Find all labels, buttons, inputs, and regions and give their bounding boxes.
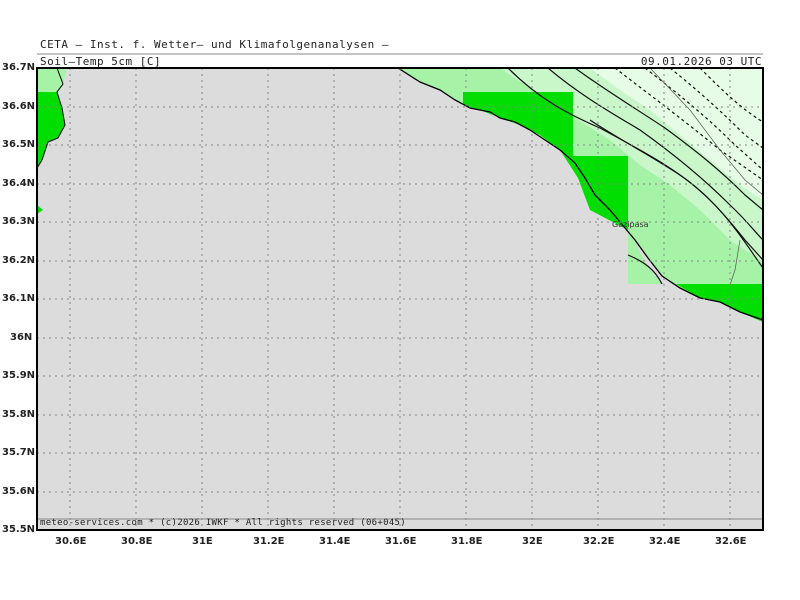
lat-label: 35.5N: [2, 524, 36, 535]
variable-label: Soil–Temp_5cm [C]: [40, 55, 162, 68]
lat-label: 36N: [10, 332, 33, 343]
pale-green-zone: [590, 68, 763, 200]
lat-label: 35.9N: [2, 370, 36, 381]
lat-label: 36.4N: [2, 178, 36, 189]
coastline: [397, 68, 763, 321]
copyright-footer: meteo-services.com * (c)2026 IWKF * All …: [40, 518, 406, 528]
institute-title: CETA – Inst. f. Wetter– und Klimafolgena…: [40, 38, 390, 51]
lat-label: 36.7N: [2, 62, 36, 73]
light-cell-top: [463, 68, 500, 92]
lon-label: 32.6E: [715, 536, 747, 547]
datetime-label: 09.01.2026 03 UTC: [640, 55, 762, 68]
lon-label: 31.6E: [385, 536, 417, 547]
west-land: [37, 92, 65, 168]
lat-label: 36.5N: [2, 139, 36, 150]
lon-label: 32.4E: [649, 536, 681, 547]
graticule: [37, 68, 763, 530]
lon-label: 31E: [192, 536, 213, 547]
map-frame: [36, 67, 764, 531]
lat-label: 35.8N: [2, 409, 36, 420]
lat-label: 36.1N: [2, 293, 36, 304]
lon-label: 31.4E: [319, 536, 351, 547]
lon-label: 32E: [522, 536, 543, 547]
lat-label: 35.6N: [2, 486, 36, 497]
lat-label: 36.3N: [2, 216, 36, 227]
lon-label: 30.8E: [121, 536, 153, 547]
lon-label: 31.2E: [253, 536, 285, 547]
contour-solid-lines: [507, 68, 763, 285]
lon-label: 32.2E: [583, 536, 615, 547]
west-land-dot: [37, 205, 43, 214]
bright-green-cells: [463, 92, 628, 230]
lat-label: 36.2N: [2, 255, 36, 266]
lon-label: 30.6E: [55, 536, 87, 547]
light-cell-south: [628, 230, 662, 284]
lon-label: 31.8E: [451, 536, 483, 547]
border-lines: [649, 68, 763, 286]
contour-dashed-lines: [614, 68, 763, 181]
city-label: Gazipasa: [612, 220, 649, 229]
lat-label: 35.7N: [2, 447, 36, 458]
lat-label: 36.6N: [2, 101, 36, 112]
west-coastline: [37, 68, 66, 169]
